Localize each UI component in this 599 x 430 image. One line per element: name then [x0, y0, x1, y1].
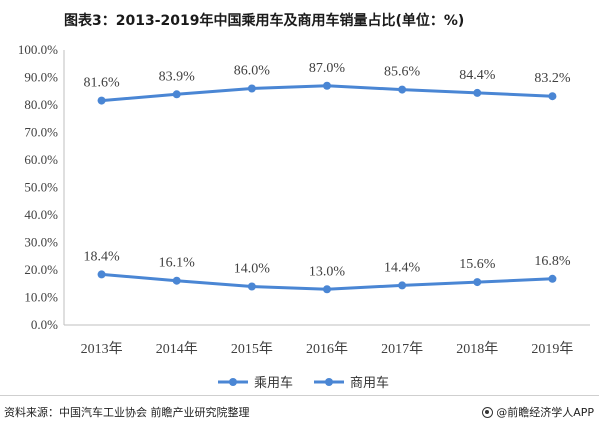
data-point	[548, 92, 557, 101]
data-point	[172, 90, 181, 99]
y-tick-label: 70.0%	[24, 125, 58, 140]
data-label: 85.6%	[384, 65, 421, 80]
brand-text: @前瞻经济学人APP	[496, 406, 594, 419]
data-label: 16.8%	[534, 254, 571, 269]
data-label: 14.4%	[384, 260, 421, 275]
x-tick-label: 2017年	[381, 341, 423, 357]
data-label: 84.4%	[459, 68, 496, 83]
y-tick-label: 100.0%	[18, 42, 58, 57]
data-label: 83.2%	[534, 71, 571, 86]
data-point	[247, 282, 256, 291]
y-tick-label: 20.0%	[24, 262, 58, 277]
data-label: 87.0%	[309, 61, 346, 76]
data-point	[323, 81, 331, 90]
brand-credit: @前瞻经济学人APP	[482, 404, 594, 420]
y-tick-label: 90.0%	[24, 70, 58, 85]
x-tick-label: 2014年	[156, 341, 198, 357]
y-tick-label: 0.0%	[31, 317, 58, 332]
chart-title: 图表3：2013-2019年中国乘用车及商用车销量占比(单位：%)	[64, 13, 465, 29]
footer: 资料来源：中国汽车工业协会 前瞻产业研究院整理 @前瞻经济学人APP	[4, 404, 594, 422]
data-point	[323, 285, 331, 294]
data-label: 81.6%	[83, 76, 120, 91]
x-tick-label: 2015年	[231, 341, 273, 357]
data-point	[398, 85, 407, 94]
data-point	[473, 88, 482, 97]
y-tick-label: 40.0%	[24, 207, 58, 222]
data-point	[172, 276, 181, 285]
legend-marker-icon	[229, 378, 237, 386]
data-label: 16.1%	[159, 256, 196, 271]
x-tick-label: 2019年	[531, 341, 573, 357]
legend-marker-icon	[325, 378, 333, 386]
data-point	[473, 278, 482, 287]
data-label: 83.9%	[159, 69, 196, 84]
data-point	[97, 270, 106, 279]
y-tick-label: 30.0%	[24, 235, 58, 250]
data-point	[97, 96, 106, 105]
line-chart: 0.0% 10.0% 20.0% 30.0% 40.0% 50.0% 60.0% 70.0% 8…	[18, 42, 590, 391]
x-tick-label: 2013年	[81, 341, 123, 357]
data-point	[398, 281, 407, 290]
x-tick-label: 2016年	[306, 341, 348, 357]
data-point	[247, 84, 256, 93]
data-label: 18.4%	[83, 249, 120, 264]
data-label: 13.0%	[309, 264, 346, 279]
y-tick-label: 50.0%	[24, 180, 58, 195]
legend-item-label: 商用车	[350, 375, 389, 391]
legend-item-label: 乘用车	[254, 375, 293, 391]
data-point	[548, 274, 557, 283]
source-note: 资料来源：中国汽车工业协会 前瞻产业研究院整理	[4, 406, 250, 419]
footer-divider	[0, 395, 599, 396]
data-label: 15.6%	[459, 257, 496, 272]
y-tick-label: 80.0%	[24, 97, 58, 112]
data-label: 86.0%	[234, 64, 271, 79]
x-tick-label: 2018年	[456, 341, 498, 357]
y-tick-label: 10.0%	[24, 290, 58, 305]
y-tick-label: 60.0%	[24, 152, 58, 167]
data-label: 14.0%	[234, 262, 271, 277]
brand-logo-icon	[482, 406, 494, 418]
